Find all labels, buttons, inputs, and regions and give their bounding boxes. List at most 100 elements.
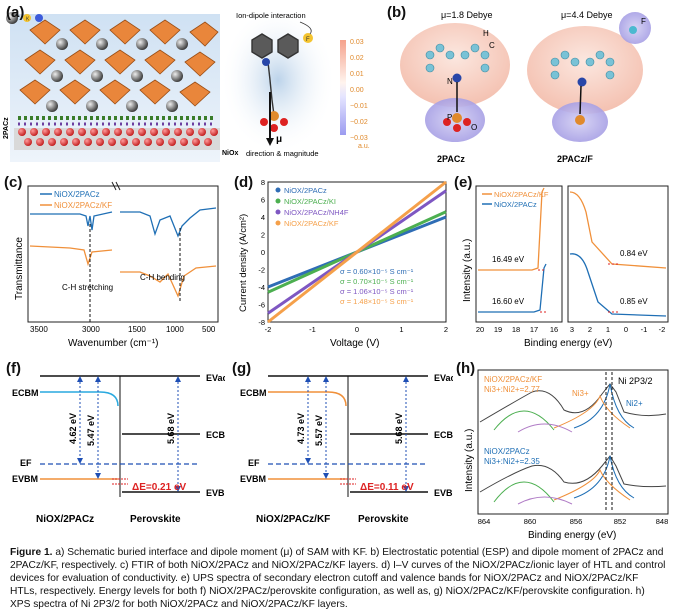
v3-f: 5.68 eV	[166, 413, 176, 444]
svg-text:0.02: 0.02	[350, 55, 364, 62]
evbm-right-g: EVBM	[434, 488, 453, 498]
mu-label: μ	[276, 134, 282, 145]
caption-lead: Figure 1.	[10, 547, 53, 558]
ni2-label: Ni2+	[626, 399, 643, 408]
svg-text:−0.02: −0.02	[350, 119, 368, 126]
arrowheads-g	[305, 376, 409, 492]
molecule-2-atoms	[550, 50, 615, 80]
label-a: (a)	[6, 4, 25, 21]
svg-text:16: 16	[550, 325, 558, 334]
ftir-series-orange	[29, 245, 217, 298]
svg-text:-4: -4	[258, 283, 265, 292]
svg-text:NiOX/2PACz/KF: NiOX/2PACz/KF	[54, 201, 112, 210]
gap-arrows-g	[307, 378, 407, 490]
svg-text:NiOX/2PACz: NiOX/2PACz	[284, 186, 327, 195]
svg-text:0.03: 0.03	[350, 39, 364, 46]
xps-top-sat	[493, 410, 555, 431]
ef-f: EF	[20, 458, 32, 468]
svg-text:1: 1	[606, 325, 610, 334]
svg-text:−0.01: −0.01	[350, 103, 368, 110]
k-ion	[303, 33, 313, 43]
ups-vb-blue	[569, 253, 667, 317]
xticks-h: 864 860 856 852 848	[478, 517, 669, 526]
svg-text:2: 2	[588, 325, 592, 334]
svg-text:864: 864	[478, 517, 491, 526]
panel-d: NiOX/2PACz NiOX/2PACz/KI NiOX/2PACz/NH4F…	[228, 172, 450, 352]
plot-frame-e-left	[475, 185, 563, 323]
label-h: (h)	[456, 360, 476, 377]
iv-line-3	[267, 180, 447, 324]
molecule-glow	[220, 5, 336, 155]
svg-text:0: 0	[355, 325, 359, 334]
delta-e-g: ΔE=0.11 eV	[360, 482, 414, 493]
ylabel-c: Transmittance	[14, 237, 25, 300]
xticks-e: 20 19 18 17 16 3 2 1 0 -1 -2	[476, 325, 666, 334]
ecbm-left-g: ECBM	[240, 388, 267, 398]
svg-text:860: 860	[524, 517, 537, 526]
ups-cutoff-orange	[478, 187, 545, 271]
evac-g: EVac	[434, 373, 453, 383]
svg-text:-2: -2	[265, 325, 272, 334]
v3-g: 5.68 eV	[394, 413, 404, 444]
svg-text:3500: 3500	[30, 325, 48, 334]
svg-text:852: 852	[614, 517, 627, 526]
evbm-right-f: EVBM	[206, 488, 225, 498]
svg-text:20: 20	[476, 325, 484, 334]
nio-label: NiOx	[222, 150, 238, 157]
svg-text:NiOX/2PACz/NH4F: NiOX/2PACz/NH4F	[284, 208, 349, 217]
label-g: (g)	[232, 360, 252, 377]
caption-text: a) Schematic buried interface and dipole…	[10, 547, 666, 610]
gap-arrows-f	[79, 378, 179, 490]
dipole-arrow	[266, 92, 274, 146]
v1-g: 4.73 eV	[296, 413, 306, 444]
o-label: O	[471, 123, 477, 132]
label-d: (d)	[234, 174, 254, 191]
ups-values: 16.49 eV 16.60 eV 0.84 eV 0.85 eV	[492, 249, 648, 306]
svg-text:1: 1	[399, 325, 403, 334]
panel-f: EVac ECBM ECBM EF EVBM EVBM 4.62 eV 5.47…	[0, 360, 233, 532]
ylabel-h: Intensity (a.u.)	[464, 429, 475, 492]
svg-text:3: 3	[570, 325, 574, 334]
svg-text:8: 8	[261, 178, 265, 187]
panel-e: NiOX/2PACz/KF NiOX/2PACz 16.49 eV 16.60 …	[452, 172, 674, 352]
c-label: C	[489, 41, 495, 50]
svg-text:0.85 eV: 0.85 eV	[620, 297, 648, 306]
panel-b: μ=1.8 Debye μ=4.4 Debye H C N P O 2PACz	[385, 0, 674, 170]
mu1-label: μ=1.8 Debye	[441, 10, 492, 20]
svg-text:1500: 1500	[128, 325, 146, 334]
svg-text:2: 2	[444, 325, 448, 334]
n-label: N	[447, 77, 453, 86]
xps-top-ni2	[573, 383, 635, 429]
ef-g: EF	[248, 458, 260, 468]
legend-top-1: NiOX/2PACz/KF	[484, 375, 542, 384]
ch-bending-label: C-H bending	[140, 273, 185, 282]
plot-frame-h	[477, 369, 669, 515]
svg-text:17: 17	[530, 325, 538, 334]
xps-top-ni3	[553, 394, 631, 429]
svg-text:1000: 1000	[166, 325, 184, 334]
svg-text:-1: -1	[641, 325, 648, 334]
svg-text:NiOX/2PACz/KF: NiOX/2PACz/KF	[284, 219, 339, 228]
ion-dipole-label: Ion-dipole interaction	[236, 11, 306, 20]
svg-text:-2: -2	[659, 325, 666, 334]
v2-g: 5.57 eV	[314, 415, 324, 446]
ylabel-d: Current density (A/cm²)	[238, 214, 249, 312]
svg-text:856: 856	[570, 517, 583, 526]
panel-a-graphic: K 2PACz NiOx	[3, 5, 336, 162]
svg-text:4: 4	[261, 213, 265, 222]
svg-text:-6: -6	[258, 301, 265, 310]
label-c: (c)	[4, 174, 23, 191]
ups-vb-orange	[569, 191, 667, 269]
f-atom-label: F	[641, 17, 646, 26]
sam-layer	[18, 116, 215, 126]
svg-text:0: 0	[624, 325, 628, 334]
svg-text:NiOX/2PACz/KI: NiOX/2PACz/KI	[284, 197, 336, 206]
svg-text:3000: 3000	[82, 325, 100, 334]
molecule-sketch	[251, 33, 299, 116]
ni3-label: Ni3+	[572, 389, 589, 398]
svg-text:6: 6	[261, 196, 265, 205]
dipole-2	[579, 85, 582, 115]
f-atom	[629, 26, 637, 34]
svg-text:500: 500	[202, 325, 216, 334]
left-material-g: NiOX/2PACz/KF	[256, 514, 330, 525]
